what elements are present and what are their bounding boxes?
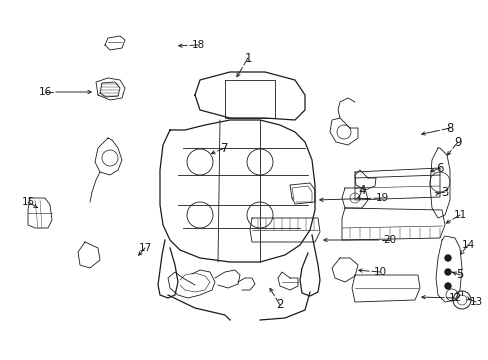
Circle shape bbox=[444, 255, 450, 261]
Text: 8: 8 bbox=[446, 122, 453, 135]
Text: 15: 15 bbox=[21, 197, 35, 207]
Text: 20: 20 bbox=[383, 235, 396, 245]
Text: 5: 5 bbox=[455, 269, 463, 282]
Text: 16: 16 bbox=[38, 87, 52, 97]
Text: 4: 4 bbox=[358, 184, 365, 197]
Text: 11: 11 bbox=[452, 210, 466, 220]
Text: 2: 2 bbox=[276, 298, 283, 311]
Text: 17: 17 bbox=[138, 243, 151, 253]
Text: 10: 10 bbox=[373, 267, 386, 277]
Text: 18: 18 bbox=[191, 40, 204, 50]
Circle shape bbox=[444, 269, 450, 275]
Text: 14: 14 bbox=[461, 240, 474, 250]
Text: 7: 7 bbox=[221, 141, 228, 154]
Text: 6: 6 bbox=[435, 162, 443, 175]
Circle shape bbox=[444, 283, 450, 289]
Text: 13: 13 bbox=[468, 297, 482, 307]
Text: 19: 19 bbox=[375, 193, 388, 203]
Text: 12: 12 bbox=[447, 293, 461, 303]
Text: 1: 1 bbox=[244, 51, 251, 64]
Text: 9: 9 bbox=[453, 135, 461, 148]
Text: 3: 3 bbox=[440, 185, 448, 198]
